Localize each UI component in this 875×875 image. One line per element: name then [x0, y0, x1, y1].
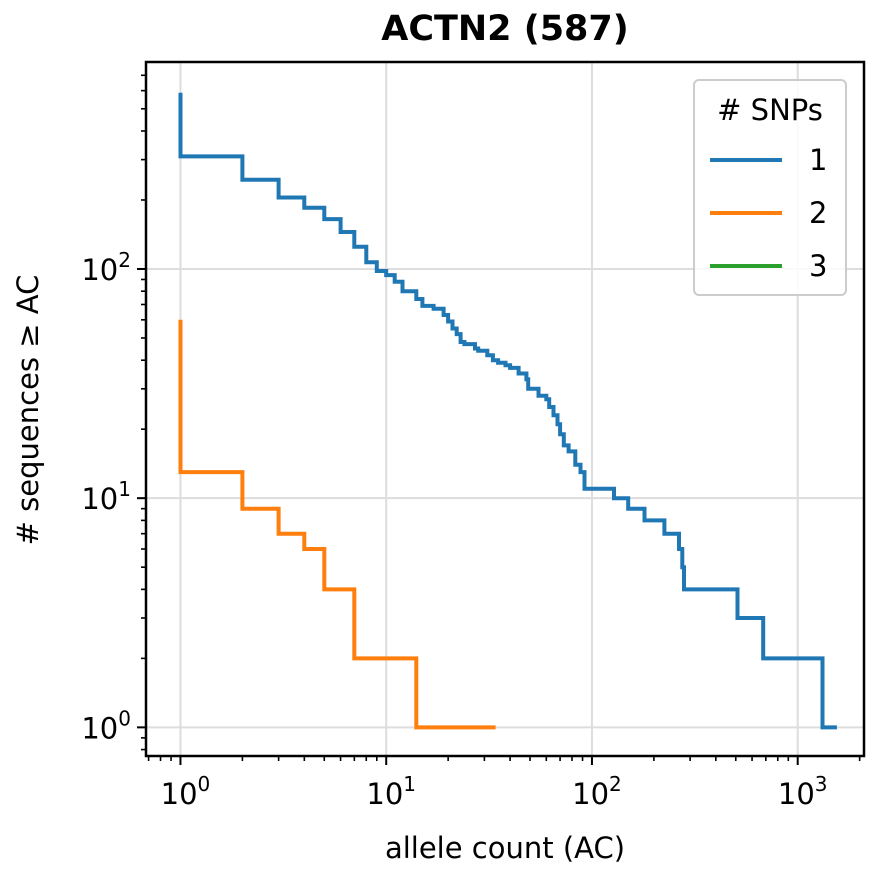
series-layer [178, 92, 837, 730]
x-tick-label: 100 [161, 772, 211, 811]
series-2-line [178, 319, 496, 730]
legend-label-2: 2 [809, 196, 827, 230]
y-axis-label: # sequences ≥ AC [11, 275, 45, 546]
plot-frame [144, 60, 866, 758]
series-1-line [178, 92, 837, 730]
x-tick-label: 102 [572, 772, 622, 811]
x-axis-label: allele count (AC) [385, 831, 625, 865]
y-tick-label: 100 [81, 706, 131, 745]
axis-ticks: 100 101 102 103 100 101 102 [81, 74, 861, 811]
y-tick-label: 101 [81, 477, 131, 516]
legend-label-3: 3 [809, 249, 827, 283]
x-tick-label: 103 [778, 772, 828, 811]
chart-title: ACTN2 (587) [381, 9, 629, 49]
legend-box [693, 79, 847, 296]
y-tick-label: 102 [81, 248, 131, 287]
legend-title: # SNPs [717, 93, 823, 127]
legend-label-1: 1 [809, 143, 827, 177]
x-tick-label: 101 [366, 772, 416, 811]
legend: # SNPs 1 2 3 [693, 79, 847, 296]
